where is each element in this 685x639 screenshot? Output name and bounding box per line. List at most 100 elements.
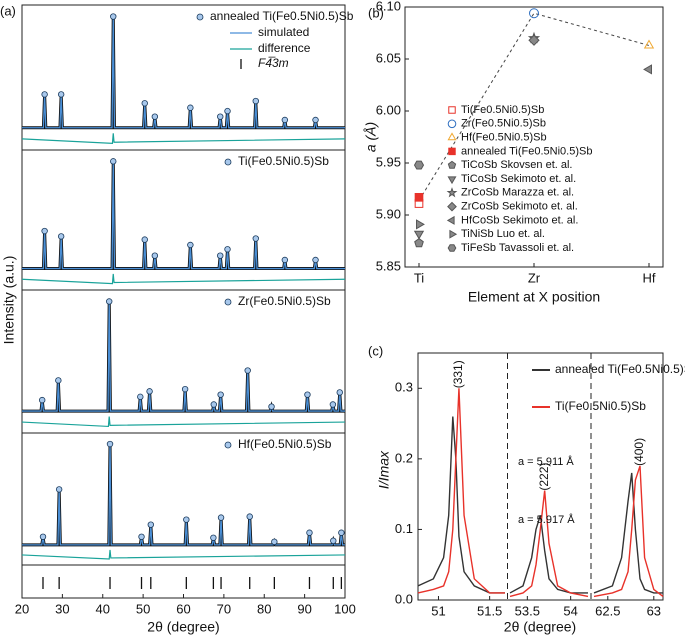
- observed-point: [57, 91, 65, 98]
- observed-point: [106, 440, 114, 448]
- observed-point: [151, 113, 159, 120]
- legend-label: simulated: [258, 25, 309, 39]
- legend-label: Ti(Fe0.5Ni0.5)Sb: [461, 104, 544, 116]
- legend-symbol: [224, 298, 232, 306]
- y-tick-label: 6.10: [376, 0, 401, 13]
- legend-symbol: [196, 13, 204, 21]
- legend-label: Zr(Fe0.5Ni0.5)Sb: [238, 294, 331, 308]
- observed-point: [217, 113, 224, 120]
- y-tick-label: 6.05: [376, 50, 401, 65]
- x-axis-label: 2θ (degree): [147, 619, 219, 635]
- x-tick-label: 63: [647, 603, 661, 618]
- marker: [416, 219, 425, 230]
- legend-label: TiCoSb Sekimoto et. al.: [461, 173, 576, 185]
- observed-point: [181, 385, 189, 393]
- observed-point: [246, 513, 253, 520]
- legend-label: HfCoSb Sekimoto et. al.: [461, 214, 578, 226]
- simulated-shadow: [22, 301, 345, 413]
- marker: [447, 132, 457, 141]
- y-tick-label: 5.90: [376, 206, 401, 221]
- observed-point: [141, 100, 148, 107]
- legend-label: TiFeSb Tavassoli et. al.: [461, 242, 574, 254]
- difference-line: [21, 133, 346, 144]
- observed-point: [252, 97, 259, 105]
- legend-label: difference: [258, 41, 311, 55]
- panel-label: (c): [368, 343, 383, 358]
- observed-point: [55, 377, 62, 384]
- marker: [449, 229, 458, 239]
- observed-point: [312, 256, 319, 264]
- marker: [414, 192, 424, 202]
- observed-point: [41, 91, 48, 98]
- observed-point: [268, 403, 275, 410]
- y-axis-label: Intensity (a.u.): [1, 256, 17, 345]
- x-tick-label: 80: [257, 601, 271, 616]
- observed-point: [304, 391, 311, 398]
- x-tick-label: 62.5: [595, 603, 620, 618]
- y-axis-label: a (Å): [363, 122, 379, 152]
- observed-point: [271, 538, 278, 546]
- marker: [528, 34, 540, 46]
- x-tick-label: Zr: [528, 270, 541, 285]
- x-tick-label: 53.5: [515, 603, 540, 618]
- y-tick-label: 5.85: [376, 258, 401, 273]
- x-tick-label: 100: [334, 601, 356, 616]
- annotation: a = 5.911 Å: [518, 455, 574, 468]
- marker: [643, 64, 652, 75]
- observed-point: [210, 401, 217, 408]
- observed-point: [187, 241, 194, 249]
- observed-point: [41, 227, 48, 235]
- intensity-line: [593, 465, 664, 598]
- observed-point: [224, 107, 231, 115]
- annotation: a = 5.917 Å: [518, 513, 575, 526]
- observed-point: [330, 537, 337, 545]
- observed-point: [55, 486, 63, 493]
- x-axis-label: 2θ (degree): [504, 619, 576, 635]
- y-tick-label: 0.2: [395, 450, 413, 465]
- legend-label: annealed Ti(Fe0.5Ni0.5)Sb: [461, 145, 592, 157]
- observed-point: [183, 516, 190, 523]
- observed-point: [147, 521, 154, 528]
- panel-label: (a): [0, 3, 16, 18]
- legend-label: Ti(Fe0.5Ni0.5)Sb: [238, 154, 329, 168]
- marker: [447, 201, 457, 212]
- observed-point: [210, 534, 217, 541]
- observed-point: [336, 389, 343, 396]
- legend-symbol: [224, 441, 232, 449]
- x-tick-label: Ti: [414, 270, 424, 285]
- observed-point: [338, 529, 345, 536]
- x-tick-label: 51.5: [477, 603, 502, 618]
- legend-label: Hf(Fe0.5Ni0.5)Sb: [238, 437, 332, 451]
- x-tick-label: 40: [96, 601, 110, 616]
- marker: [529, 8, 539, 19]
- observed-point: [110, 158, 117, 165]
- legend-label: Zr(Fe0.5Ni0.5)Sb: [461, 118, 546, 130]
- panel-label: (b): [368, 5, 384, 20]
- observed-point: [244, 367, 251, 374]
- observed-point: [217, 252, 224, 259]
- observed-point: [110, 13, 117, 20]
- legend-label: annealed Ti(Fe0.5Ni0.5)Sb: [210, 9, 354, 23]
- observed-point: [329, 401, 337, 408]
- observed-point: [57, 233, 65, 240]
- y-tick-label: 5.95: [376, 154, 401, 169]
- marker: [446, 215, 455, 225]
- plot-frame: [417, 352, 664, 601]
- observed-point: [106, 298, 113, 305]
- observed-point: [137, 393, 144, 401]
- reflection-frame: [21, 564, 346, 599]
- peak-label: (400): [632, 438, 646, 466]
- intensity-line: [509, 515, 588, 594]
- legend-label: F4̅3m: [258, 56, 289, 70]
- marker: [446, 187, 458, 198]
- peak-label: (331): [451, 360, 465, 388]
- x-tick-label: 20: [15, 601, 29, 616]
- marker: [448, 147, 456, 156]
- marker: [447, 244, 457, 252]
- dashed-trend-line: [418, 12, 650, 201]
- legend-label: TiCoSb Skovsen et. al.: [461, 159, 572, 171]
- legend-label: ZrCoSb Marazza et. al.: [461, 187, 574, 199]
- observed-point: [312, 116, 319, 124]
- observed-point: [151, 252, 159, 259]
